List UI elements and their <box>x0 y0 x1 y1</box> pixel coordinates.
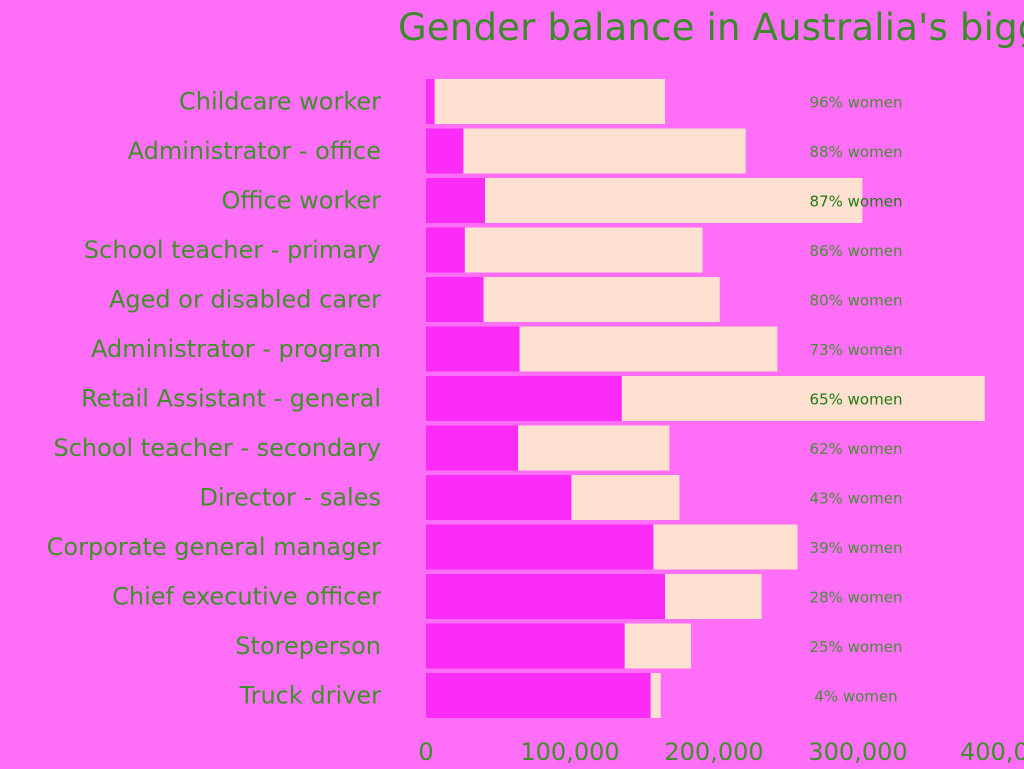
data-label: 87% women <box>810 193 903 211</box>
x-tick-label: 0 <box>418 738 433 766</box>
x-tick-label: 400,00 <box>960 738 1024 766</box>
data-label: 62% women <box>810 440 903 458</box>
bar-segment-primary <box>426 277 484 322</box>
bar-segment-primary <box>426 623 625 669</box>
bar-segment-primary <box>426 475 572 520</box>
bar-segment-secondary <box>434 79 666 124</box>
category-label: School teacher - secondary <box>53 434 381 462</box>
bar-segment-primary <box>426 425 519 471</box>
category-label: School teacher - primary <box>84 236 381 264</box>
category-label: Storeperson <box>235 632 381 660</box>
data-label: 28% women <box>810 589 903 607</box>
data-label: 73% women <box>810 341 903 359</box>
x-tick-label: 200,000 <box>664 738 763 766</box>
data-label: 39% women <box>810 539 903 557</box>
bar-segment-secondary <box>485 178 863 223</box>
category-label: Retail Assistant - general <box>81 385 381 413</box>
bar-segment-secondary <box>624 623 691 669</box>
category-label: Administrator - program <box>91 335 381 363</box>
bar-segment-primary <box>426 574 666 619</box>
bar-segment-secondary <box>518 425 670 471</box>
category-label: Administrator - office <box>128 137 381 165</box>
bar-segment-primary <box>426 227 465 273</box>
bar-segment-secondary <box>519 326 778 372</box>
bar-segment-primary <box>426 376 622 421</box>
bar-segment-primary <box>426 326 520 372</box>
data-label: 96% women <box>810 94 903 112</box>
bar-segment-secondary <box>653 524 798 570</box>
data-label: 43% women <box>810 490 903 508</box>
category-label: Chief executive officer <box>112 583 381 611</box>
category-label: Truck driver <box>238 682 381 710</box>
category-label: Childcare worker <box>179 88 381 116</box>
chart-title: Gender balance in Australia's bigg <box>398 6 1024 49</box>
bar-segment-secondary <box>483 277 720 322</box>
bar-segment-primary <box>426 524 654 570</box>
data-label: 80% women <box>810 292 903 310</box>
bar-segment-secondary <box>621 376 985 421</box>
bar-segment-primary <box>426 79 435 124</box>
data-label: 88% women <box>810 143 903 161</box>
data-label: 4% women <box>814 688 897 706</box>
data-label: 65% women <box>810 391 903 409</box>
bar-segment-primary <box>426 128 464 174</box>
category-label: Aged or disabled carer <box>109 286 381 314</box>
category-label: Office worker <box>221 187 381 215</box>
category-label: Director - sales <box>200 484 381 512</box>
bar-segment-secondary <box>463 128 746 174</box>
x-tick-label: 300,000 <box>808 738 907 766</box>
data-label: 86% women <box>810 242 903 260</box>
bar-segment-primary <box>426 673 651 718</box>
x-tick-label: 100,000 <box>520 738 619 766</box>
bar-segment-secondary <box>665 574 762 619</box>
bar-segment-primary <box>426 178 486 223</box>
category-label: Corporate general manager <box>47 533 381 561</box>
bar-segment-secondary <box>571 475 680 520</box>
bar-segment-secondary <box>650 673 661 718</box>
bar-segment-secondary <box>464 227 703 273</box>
data-label: 25% women <box>810 638 903 656</box>
